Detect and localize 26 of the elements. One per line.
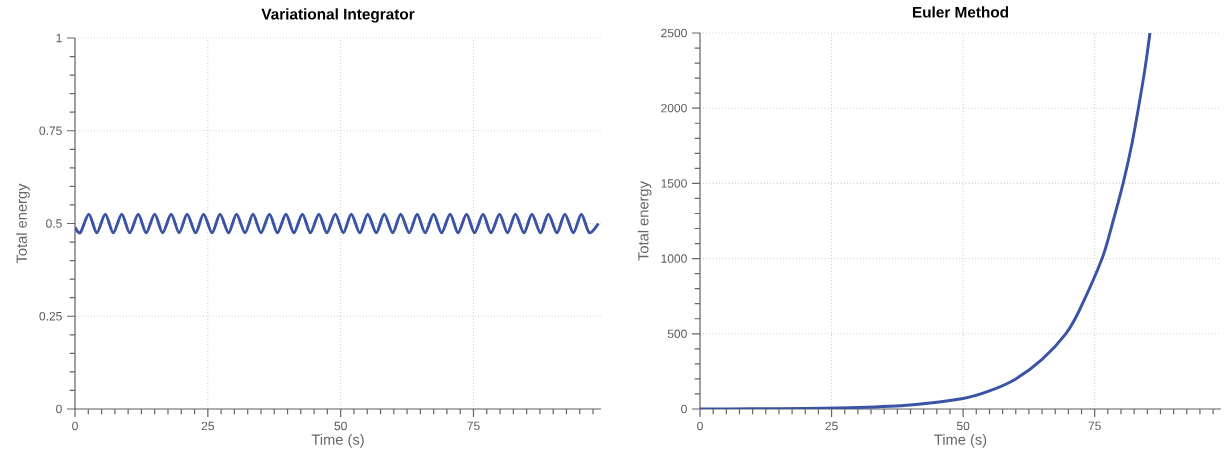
x-tick-label: 75 [1088, 421, 1101, 431]
y-tick-label: 1500 [661, 179, 687, 188]
y-tick-label: 0.75 [39, 126, 62, 136]
x-tick-label: 0 [72, 421, 78, 431]
x-axis-title: Time (s) [311, 434, 364, 448]
x-tick-label: 25 [201, 421, 214, 431]
line-series [75, 212, 600, 235]
y-tick-label: 1000 [661, 254, 687, 263]
y-tick-label: 2000 [661, 103, 687, 113]
y-tick-label: 500 [667, 329, 687, 339]
y-axis-title: Total energy [16, 183, 30, 264]
chart-title: Euler Method [912, 6, 1009, 18]
x-tick-label: 75 [467, 421, 480, 431]
y-axis-title: Total energy [637, 181, 652, 261]
y-tick-label: 0 [681, 404, 687, 414]
x-axis-title: Time (s) [934, 434, 987, 448]
y-tick-label: 0.5 [46, 219, 62, 228]
y-tick-label: 2500 [661, 28, 687, 38]
y-tick-label: 1 [56, 33, 62, 43]
x-tick-label: 50 [956, 421, 970, 431]
x-tick-label: 25 [825, 421, 838, 431]
y-tick-label: 0.25 [39, 312, 62, 321]
y-tick-label: 0 [56, 404, 62, 414]
x-tick-label: 50 [334, 421, 347, 431]
chart-title: Variational Integrator [261, 8, 415, 23]
x-tick-label: 0 [697, 421, 703, 431]
